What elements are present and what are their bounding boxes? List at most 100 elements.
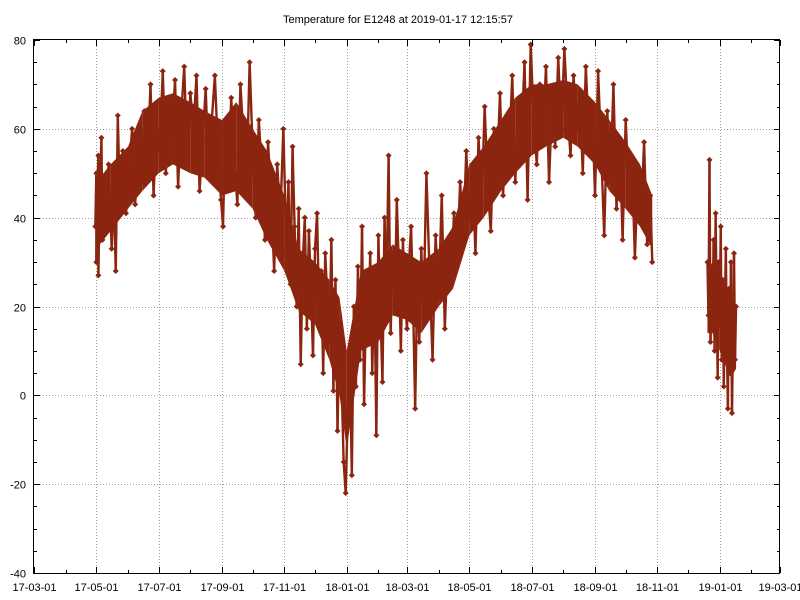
data-point bbox=[119, 148, 126, 155]
data-point bbox=[451, 210, 458, 217]
x-tick-label: 18-11-01 bbox=[636, 582, 679, 594]
data-point bbox=[710, 236, 717, 243]
data-point bbox=[231, 156, 238, 163]
data-link bbox=[498, 93, 505, 196]
data-point bbox=[371, 272, 378, 279]
data-point bbox=[463, 148, 470, 155]
data-point bbox=[441, 325, 448, 332]
data-point bbox=[649, 259, 656, 266]
y-tick-label: 80 bbox=[14, 36, 26, 48]
data-link bbox=[216, 150, 223, 200]
data-point bbox=[598, 148, 605, 155]
data-point bbox=[381, 214, 388, 221]
data-point bbox=[588, 99, 595, 106]
data-band bbox=[128, 111, 143, 209]
data-point bbox=[184, 161, 191, 168]
grid-lines bbox=[34, 40, 780, 573]
data-point bbox=[512, 179, 519, 186]
data-point bbox=[628, 156, 635, 163]
x-tick-label: 18-03-01 bbox=[385, 582, 429, 594]
data-point bbox=[638, 214, 645, 221]
data-point bbox=[731, 250, 738, 257]
data-point bbox=[503, 116, 510, 123]
data-points bbox=[92, 41, 740, 497]
data-point bbox=[410, 303, 417, 310]
data-point bbox=[377, 312, 384, 319]
y-tick-label: -20 bbox=[10, 480, 26, 492]
data-point bbox=[332, 276, 339, 283]
data-link bbox=[440, 195, 447, 329]
data-point bbox=[408, 223, 415, 230]
data-point bbox=[481, 103, 488, 110]
data-point bbox=[721, 303, 728, 310]
data-point bbox=[172, 76, 179, 83]
data-point bbox=[546, 179, 553, 186]
data-point bbox=[287, 281, 294, 288]
data-point bbox=[237, 81, 244, 88]
data-point bbox=[397, 347, 404, 354]
data-point bbox=[713, 294, 720, 301]
data-point bbox=[725, 285, 732, 292]
data-point bbox=[549, 99, 556, 106]
data-point bbox=[595, 68, 602, 75]
data-point bbox=[346, 347, 353, 354]
data-link bbox=[124, 173, 131, 214]
data-link bbox=[149, 84, 155, 196]
data-link bbox=[186, 93, 192, 165]
data-point bbox=[711, 347, 718, 354]
data-point bbox=[93, 170, 100, 177]
data-link bbox=[489, 128, 496, 232]
data-point bbox=[175, 183, 182, 190]
data-point bbox=[647, 192, 654, 199]
data-point bbox=[350, 303, 357, 310]
data-point bbox=[324, 294, 331, 301]
data-point bbox=[193, 72, 200, 79]
data-point bbox=[607, 179, 614, 186]
y-tick-label: 60 bbox=[14, 125, 26, 137]
data-point bbox=[356, 356, 363, 363]
data-point bbox=[500, 192, 507, 199]
data-point bbox=[416, 339, 423, 346]
data-point bbox=[108, 245, 115, 252]
data-link bbox=[213, 75, 220, 152]
data-point bbox=[265, 139, 272, 146]
data-point bbox=[401, 294, 408, 301]
data-link bbox=[226, 97, 233, 183]
data-point bbox=[283, 245, 290, 252]
data-point bbox=[573, 125, 580, 132]
data-point bbox=[539, 134, 546, 141]
data-point bbox=[484, 183, 491, 190]
data-link bbox=[431, 235, 437, 360]
data-point bbox=[178, 112, 185, 119]
data-point bbox=[722, 245, 729, 252]
data-point bbox=[280, 125, 287, 132]
y-tick-label: 40 bbox=[14, 214, 26, 226]
data-point bbox=[181, 63, 188, 70]
data-point bbox=[564, 108, 571, 115]
data-point bbox=[723, 339, 730, 346]
data-point bbox=[515, 99, 522, 106]
data-point bbox=[395, 263, 402, 270]
data-point bbox=[387, 330, 394, 337]
data-point bbox=[585, 134, 592, 141]
data-point bbox=[727, 259, 734, 266]
data-link bbox=[245, 62, 251, 187]
data-link bbox=[324, 253, 329, 298]
data-point bbox=[715, 259, 722, 266]
data-point bbox=[466, 214, 473, 221]
data-point bbox=[567, 152, 574, 159]
data-point bbox=[352, 383, 359, 390]
y-tick-label: 20 bbox=[14, 303, 26, 315]
data-point bbox=[159, 68, 166, 75]
data-link bbox=[465, 150, 471, 218]
data-point bbox=[533, 161, 540, 168]
data-point bbox=[271, 267, 278, 274]
data-point bbox=[579, 170, 586, 177]
data-link bbox=[195, 75, 201, 192]
data-point bbox=[601, 232, 608, 239]
data-point bbox=[211, 72, 218, 79]
data-point bbox=[705, 312, 712, 319]
data-point bbox=[385, 152, 392, 159]
data-point bbox=[493, 170, 500, 177]
